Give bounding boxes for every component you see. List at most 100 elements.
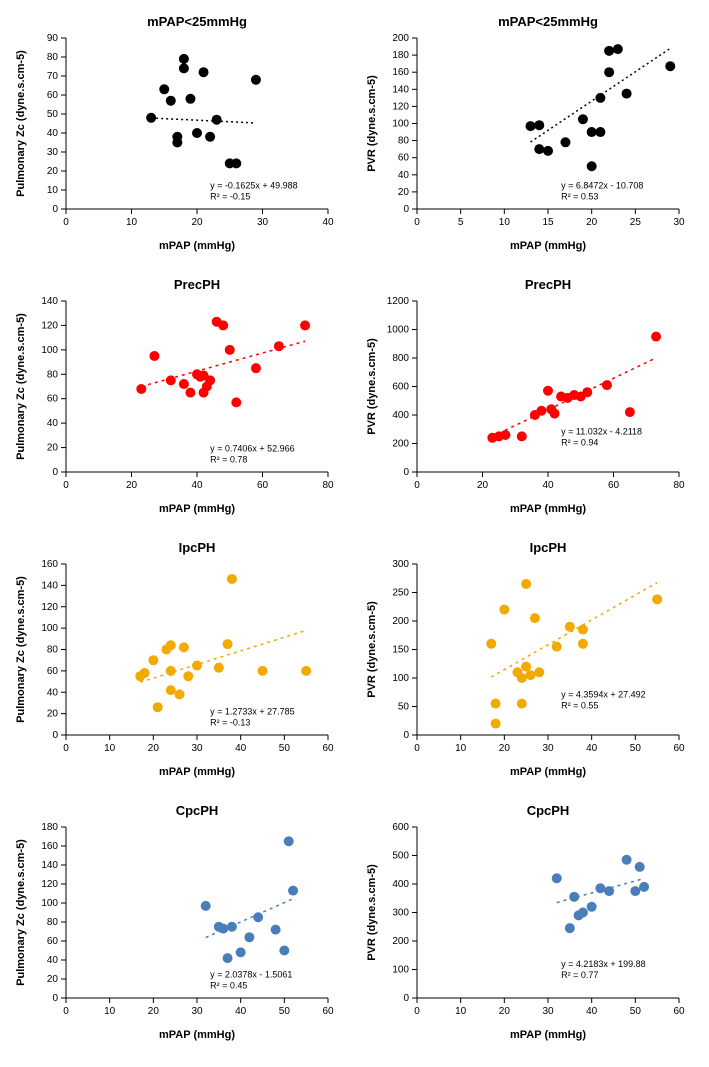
scatter-chart-0: mPAP<25mmHg0102030400102030405060708090m… <box>10 10 349 255</box>
x-tick-label: 20 <box>126 480 138 491</box>
x-axis-label: mPAP (mmHg) <box>159 240 235 252</box>
data-point <box>500 430 510 440</box>
chart-title: PrecPH <box>524 277 570 292</box>
y-tick-label: 140 <box>41 580 58 591</box>
y-tick-label: 10 <box>47 185 59 196</box>
y-tick-label: 1200 <box>386 296 409 307</box>
data-point <box>227 922 237 932</box>
x-tick-label: 15 <box>542 217 554 228</box>
data-point <box>166 375 176 385</box>
data-point <box>534 667 544 677</box>
data-point <box>543 386 553 396</box>
data-point <box>525 670 535 680</box>
x-tick-label: 40 <box>586 743 598 754</box>
scatter-chart-3: PrecPH020406080020040060080010001200mPAP… <box>361 273 700 518</box>
x-tick-label: 5 <box>457 217 463 228</box>
data-point <box>253 912 263 922</box>
data-point <box>499 605 509 615</box>
x-tick-label: 20 <box>586 217 598 228</box>
data-point <box>166 640 176 650</box>
data-point <box>521 662 531 672</box>
x-tick-label: 40 <box>235 743 247 754</box>
y-tick-label: 200 <box>392 616 409 627</box>
equation-text: y = 2.0378x - 1.5061 <box>210 969 292 979</box>
y-tick-label: 160 <box>41 841 58 852</box>
y-tick-label: 80 <box>47 369 59 380</box>
equation-text: R² = 0.53 <box>561 191 598 201</box>
data-point <box>639 882 649 892</box>
y-axis-label: PVR (dyne.s.cm-5) <box>366 75 378 172</box>
y-tick-label: 120 <box>392 101 409 112</box>
x-axis-label: mPAP (mmHg) <box>159 766 235 778</box>
x-tick-label: 30 <box>191 1006 203 1017</box>
y-tick-label: 40 <box>47 418 59 429</box>
equation-text: R² = -0.15 <box>210 191 250 201</box>
data-point <box>525 121 535 131</box>
y-tick-label: 20 <box>47 443 59 454</box>
equation-text: R² = 0.45 <box>210 980 247 990</box>
y-tick-label: 180 <box>41 822 58 833</box>
data-point <box>148 655 158 665</box>
equation-text: R² = 0.55 <box>561 700 598 710</box>
data-point <box>586 161 596 171</box>
data-point <box>136 384 146 394</box>
data-point <box>300 320 310 330</box>
y-tick-label: 50 <box>47 109 59 120</box>
data-point <box>621 89 631 99</box>
data-point <box>595 127 605 137</box>
y-tick-label: 200 <box>392 936 409 947</box>
y-tick-label: 30 <box>47 147 59 158</box>
data-point <box>251 363 261 373</box>
equation-text: y = -0.1625x + 49.988 <box>210 180 298 190</box>
data-point <box>166 96 176 106</box>
x-tick-label: 30 <box>542 743 554 754</box>
x-tick-label: 20 <box>498 743 510 754</box>
data-point <box>516 431 526 441</box>
y-tick-label: 300 <box>392 559 409 570</box>
equation-text: R² = 0.77 <box>561 970 598 980</box>
x-tick-label: 10 <box>498 217 510 228</box>
x-tick-label: 20 <box>498 1006 510 1017</box>
y-tick-label: 20 <box>397 187 409 198</box>
y-tick-label: 500 <box>392 851 409 862</box>
chart-grid: mPAP<25mmHg0102030400102030405060708090m… <box>10 10 699 1044</box>
data-point <box>652 594 662 604</box>
y-tick-label: 120 <box>41 602 58 613</box>
x-tick-label: 30 <box>673 217 685 228</box>
data-point <box>601 380 611 390</box>
data-point <box>564 622 574 632</box>
y-axis-label: Pulmonary Zc (dyne.s.cm-5) <box>15 313 27 460</box>
scatter-chart-5: IpcPH0102030405060050100150200250300mPAP… <box>361 536 700 781</box>
data-point <box>231 158 241 168</box>
data-point <box>179 642 189 652</box>
x-axis-label: mPAP (mmHg) <box>159 503 235 515</box>
data-point <box>516 673 526 683</box>
data-point <box>258 666 268 676</box>
data-point <box>271 925 281 935</box>
y-tick-label: 200 <box>392 439 409 450</box>
data-point <box>543 146 553 156</box>
data-point <box>192 661 202 671</box>
data-point <box>225 345 235 355</box>
y-tick-label: 80 <box>397 136 409 147</box>
y-tick-label: 120 <box>41 879 58 890</box>
x-tick-label: 10 <box>455 743 467 754</box>
y-tick-label: 800 <box>392 353 409 364</box>
x-tick-label: 0 <box>63 217 69 228</box>
data-point <box>183 671 193 681</box>
data-point <box>624 407 634 417</box>
data-point <box>595 883 605 893</box>
x-tick-label: 60 <box>322 1006 334 1017</box>
data-point <box>604 886 614 896</box>
trend-line <box>491 583 657 677</box>
x-tick-label: 10 <box>126 217 138 228</box>
data-point <box>223 953 233 963</box>
chart-title: mPAP<25mmHg <box>147 14 247 29</box>
y-tick-label: 80 <box>47 645 59 656</box>
data-point <box>634 862 644 872</box>
x-tick-label: 60 <box>322 743 334 754</box>
data-point <box>490 719 500 729</box>
data-point <box>244 932 254 942</box>
y-tick-label: 60 <box>47 90 59 101</box>
x-tick-label: 60 <box>673 743 685 754</box>
